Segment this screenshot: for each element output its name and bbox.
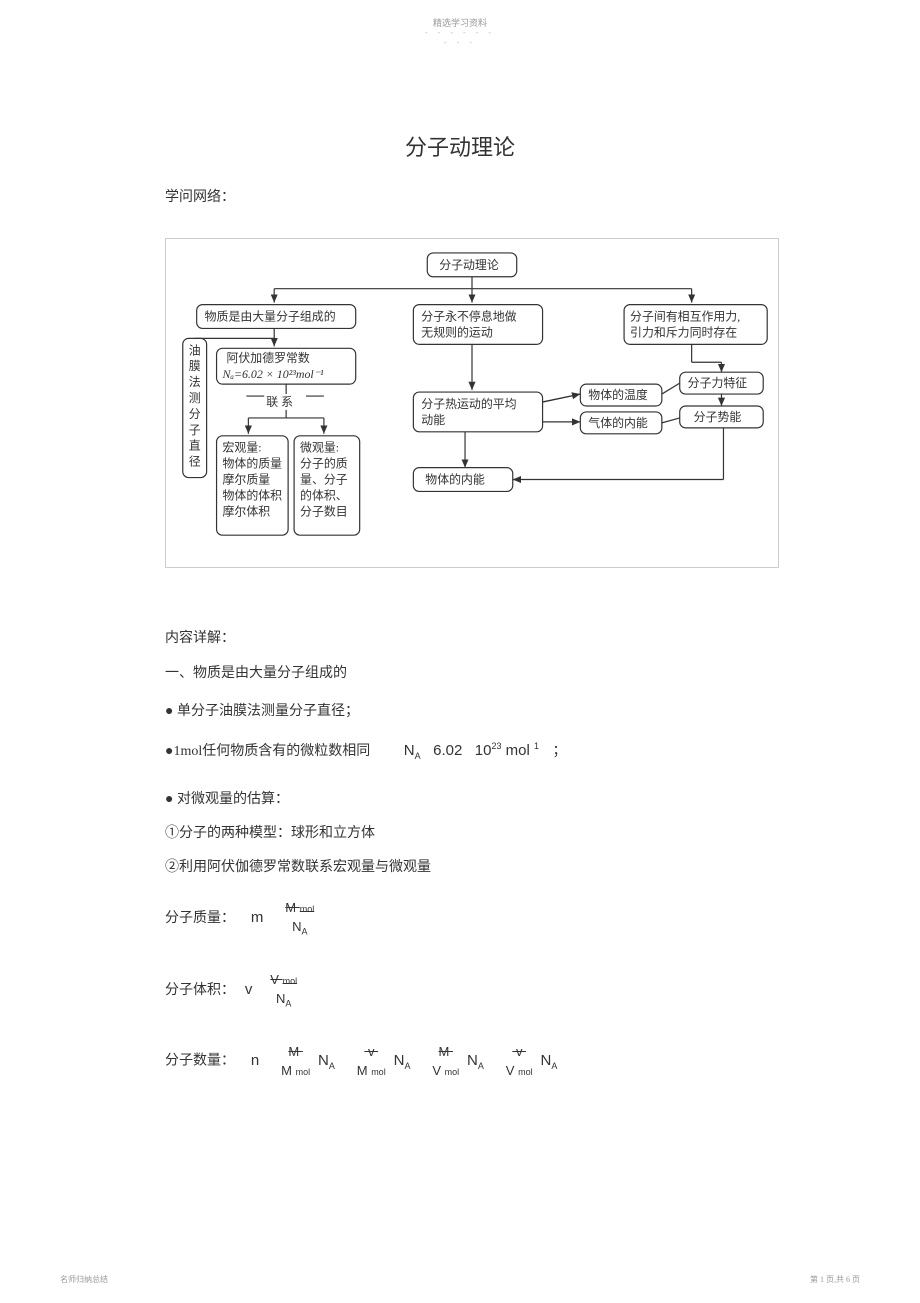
b2-suffix: ； (553, 744, 567, 759)
b2-formula: NA 6.02 1023 mol 1 (404, 742, 539, 759)
macro-5: 摩尔体积 (223, 504, 271, 518)
node-vert-1: 油 (189, 343, 201, 357)
micro-2: 分子的质 (300, 457, 348, 471)
c2-num: v (357, 1044, 386, 1059)
count-frac-2: v M mol (357, 1044, 386, 1078)
link-label: 联 系 (266, 395, 293, 409)
node-vert-7: 直 (189, 439, 201, 453)
node-vert-3: 法 (189, 375, 201, 389)
node-vert-8: 径 (189, 455, 201, 469)
macro-4: 物体的体积 (223, 488, 283, 502)
header-dashes2: - - - (444, 38, 476, 47)
node-vert-4: 测 (189, 391, 201, 405)
c3-num: M (432, 1044, 459, 1059)
macro-1: 宏观量: (223, 441, 262, 455)
node-vert-2: 膜 (189, 359, 201, 373)
bullet-1: ● 单分子油膜法测量分子直径； (165, 700, 359, 720)
c4-na: NA (541, 1052, 558, 1069)
node-vert-6: 子 (189, 423, 201, 437)
mass-frac: M mol NA (285, 900, 314, 937)
mass-sym: m (251, 909, 264, 926)
bullet-3: ● 对微观量的估算： (165, 788, 289, 808)
model-1: ①分子的两种模型：球形和立方体 (165, 822, 375, 842)
node-n3-l2: 引力和斥力同时存在 (630, 325, 737, 339)
c4-den: V mol (506, 1063, 533, 1078)
mass-den: NA (285, 919, 314, 937)
c2-na: NA (394, 1052, 411, 1069)
count-label: 分子数量： (165, 1054, 235, 1069)
c2-den: M mol (357, 1063, 386, 1078)
c3-den: V mol (432, 1063, 459, 1078)
header-dashes: - - - - - - (425, 28, 495, 37)
vol-sym: v (245, 981, 253, 998)
node-n2-l1: 分子永不停息地做 (421, 310, 516, 324)
vol-den: NA (270, 991, 297, 1009)
node-n4-l1: 阿伏加德罗常数 (226, 351, 309, 365)
count-sym: n (251, 1052, 259, 1069)
model-2: ②利用阿伏伽德罗常数联系宏观量与微观量 (165, 856, 431, 876)
avgke-2: 动能 (421, 413, 445, 427)
count-frac-4: v V mol (506, 1044, 533, 1078)
node-n1: 物质是由大量分子组成的 (205, 310, 336, 324)
gas-ie-label: 气体的内能 (588, 416, 648, 430)
vol-formula-row: 分子体积： v V mol NA (165, 972, 301, 1009)
section-1-heading: 一、物质是由大量分子组成的 (165, 662, 347, 682)
force-char-label: 分子力特征 (688, 376, 748, 390)
node-n2-l2: 无规则的运动 (421, 325, 493, 339)
mass-label: 分子质量： (165, 911, 235, 926)
c3-na: NA (467, 1052, 484, 1069)
obj-ie-label: 物体的内能 (425, 473, 485, 487)
micro-3: 量、分子 (300, 473, 348, 487)
c4-num: v (506, 1044, 533, 1059)
node-vert-5: 分 (189, 407, 201, 421)
avgke-1: 分子热运动的平均 (421, 397, 516, 411)
bullet-2: ●1mol任何物质含有的微粒数相同 NA 6.02 1023 mol 1 ； (165, 740, 567, 761)
mass-formula-row: 分子质量： m M mol NA (165, 900, 318, 937)
c1-na: NA (318, 1052, 335, 1069)
vol-num: V mol (270, 972, 297, 987)
count-frac-1: M M mol (281, 1044, 310, 1078)
count-frac-3: M V mol (432, 1044, 459, 1078)
pe-label: 分子势能 (694, 410, 742, 424)
content-detail-label: 内容详解： (165, 627, 235, 647)
network-section-label: 学问网络： (165, 186, 235, 206)
b2-prefix: ●1mol任何物质含有的微粒数相同 (165, 744, 370, 759)
macro-3: 摩尔质量 (223, 473, 271, 487)
temp-label: 物体的温度 (588, 388, 648, 402)
count-formula-row: 分子数量： n M M mol NA v M mol NA M V mol NA… (165, 1044, 557, 1078)
micro-1: 微观量: (300, 441, 339, 455)
vol-label: 分子体积： (165, 983, 235, 998)
mass-num: M mol (285, 900, 314, 915)
c1-num: M (281, 1044, 310, 1059)
c1-den: M mol (281, 1063, 310, 1078)
node-root: 分子动理论 (439, 258, 499, 272)
micro-4: 的体积、 (300, 488, 348, 502)
node-n4-l2: Nₐ=6.02 × 10²³mol⁻¹ (222, 367, 324, 381)
micro-5: 分子数目 (300, 504, 348, 518)
node-n3-l1: 分子间有相互作用力, (630, 310, 740, 324)
flowchart-container: 分子动理论 物质是由大量分子组成的 分子永不停息地做 无规则的运动 分子间有相互… (165, 238, 779, 568)
footer-left: 名师归纳总结 (60, 1274, 108, 1285)
flowchart-svg: 分子动理论 物质是由大量分子组成的 分子永不停息地做 无规则的运动 分子间有相互… (166, 239, 778, 567)
macro-2: 物体的质量 (223, 457, 283, 471)
page-title: 分子动理论 (405, 130, 515, 162)
vol-frac: V mol NA (270, 972, 297, 1009)
footer-right: 第 1 页,共 6 页 (810, 1274, 860, 1285)
